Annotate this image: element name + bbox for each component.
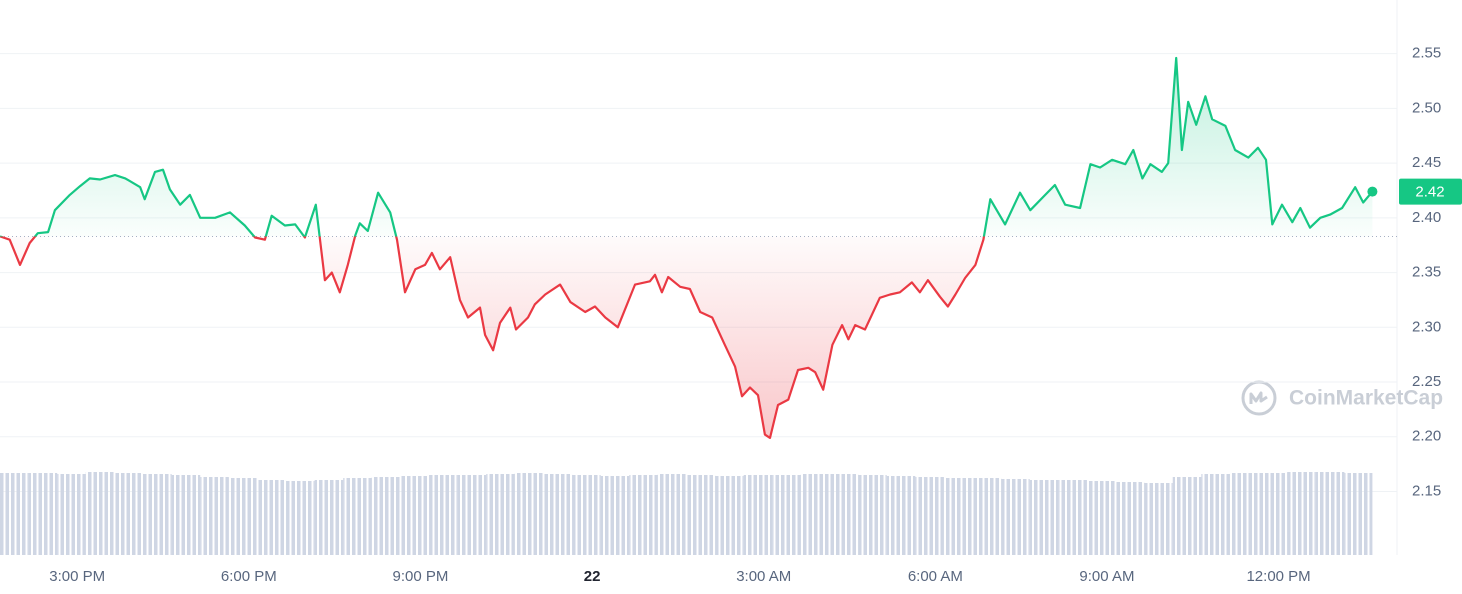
y-tick-label: 2.55	[1412, 45, 1441, 62]
volume-bar	[972, 478, 1002, 555]
y-tick-label: 2.45	[1412, 154, 1441, 171]
volume-bar	[1001, 479, 1030, 555]
volume-bar	[543, 474, 573, 555]
volume-bar	[457, 475, 487, 555]
volume-bar	[514, 473, 544, 555]
x-tick-label: 3:00 PM	[49, 568, 105, 585]
watermark-logo	[1241, 380, 1277, 416]
volume-bar	[915, 477, 944, 555]
volume-bar	[0, 473, 29, 555]
volume-bar	[743, 475, 773, 555]
volume-bar	[257, 480, 287, 555]
volume-bar	[371, 477, 401, 555]
x-tick-label: 3:00 AM	[736, 568, 791, 585]
volume-bar	[800, 474, 830, 555]
volume-bar	[200, 477, 229, 555]
volume-bar	[943, 478, 973, 555]
last-point	[1367, 186, 1378, 197]
volume-bar	[1115, 482, 1145, 555]
watermark: CoinMarketCap	[1289, 387, 1443, 410]
x-tick-label: 12:00 PM	[1246, 568, 1310, 585]
volume-bar	[228, 478, 258, 555]
volume-bar	[858, 475, 887, 555]
x-tick-label: 22	[584, 568, 601, 585]
volume-bar	[886, 476, 916, 555]
volume-bar	[486, 474, 515, 555]
volume-bar	[629, 475, 658, 555]
volume-bar	[286, 481, 315, 555]
volume-bar	[171, 475, 201, 555]
volume-bar	[1172, 477, 1202, 555]
volume-bar	[343, 478, 372, 555]
volume-bar	[57, 474, 86, 555]
volume-bar	[85, 472, 115, 555]
x-tick-label: 9:00 AM	[1079, 568, 1134, 585]
volume-bar	[1229, 473, 1259, 555]
volume-bar	[600, 476, 630, 555]
volume-bar	[143, 474, 172, 555]
x-tick-label: 6:00 AM	[908, 568, 963, 585]
y-tick-label: 2.20	[1412, 428, 1441, 445]
x-tick-label: 9:00 PM	[393, 568, 449, 585]
price-tag-label: 2.42	[1415, 184, 1444, 201]
y-tick-label: 2.30	[1412, 318, 1441, 335]
volume-bar	[114, 473, 144, 555]
volume-bar	[1287, 472, 1316, 555]
x-tick-label: 6:00 PM	[221, 568, 277, 585]
volume-bar	[400, 476, 430, 555]
volume-bar	[1144, 483, 1173, 555]
y-tick-label: 2.35	[1412, 264, 1441, 281]
price-tag	[1399, 178, 1462, 205]
volume-bar	[686, 475, 716, 555]
volume-bar	[1029, 480, 1059, 555]
volume-bar	[657, 474, 687, 555]
volume-bar	[28, 473, 58, 555]
volume-bar	[1258, 473, 1288, 555]
volume-bar	[1201, 474, 1230, 555]
volume-bar	[1058, 480, 1087, 555]
volume-bar	[572, 475, 601, 555]
volume-bar	[829, 474, 859, 555]
y-tick-label: 2.50	[1412, 99, 1441, 116]
volume-bar	[1086, 481, 1116, 555]
volume-bar	[314, 480, 344, 555]
price-line	[0, 56, 1374, 439]
volume-bar	[1344, 473, 1373, 555]
volume-bar	[715, 476, 744, 555]
volume-bar	[1315, 472, 1345, 555]
volume-bar	[772, 475, 801, 555]
y-tick-label: 2.40	[1412, 209, 1441, 226]
y-tick-label: 2.25	[1412, 373, 1441, 390]
volume-bar	[429, 475, 458, 555]
y-tick-label: 2.15	[1412, 482, 1441, 499]
price-area	[0, 58, 1373, 438]
